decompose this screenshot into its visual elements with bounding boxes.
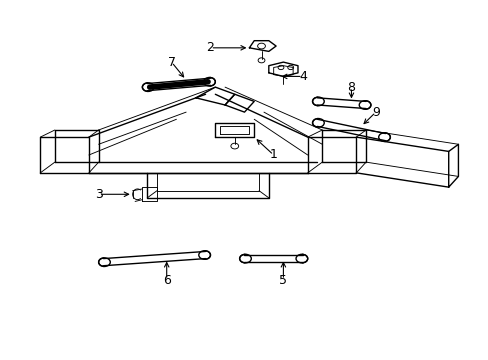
Text: 9: 9 <box>371 105 379 119</box>
Text: 6: 6 <box>163 274 170 287</box>
Text: 8: 8 <box>347 81 355 94</box>
Text: 2: 2 <box>206 41 214 54</box>
Text: 4: 4 <box>298 70 306 83</box>
Text: 5: 5 <box>279 274 287 287</box>
Text: 7: 7 <box>167 55 175 69</box>
Text: 1: 1 <box>269 148 277 162</box>
Text: 3: 3 <box>95 188 102 201</box>
